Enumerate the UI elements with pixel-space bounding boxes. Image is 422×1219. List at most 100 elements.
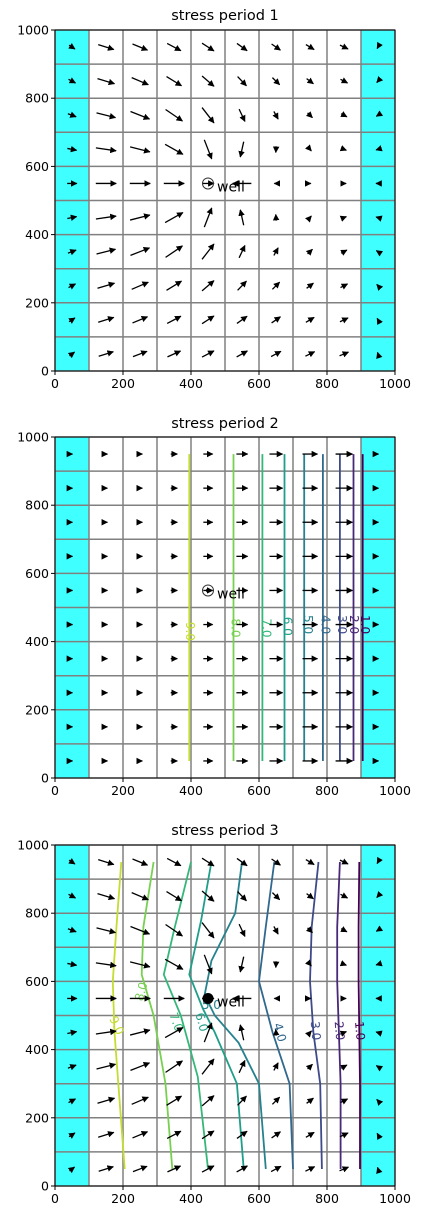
flow-vector [375,250,384,257]
flow-vector [166,280,183,291]
flow-vector [98,1165,114,1172]
flow-vector [237,891,247,902]
y-tick-label: 600 [25,974,49,989]
flow-vector [68,283,77,290]
contour-line [258,861,294,1170]
flow-vector [97,1096,116,1104]
flow-vector [95,213,117,221]
flow-vector [305,1063,313,1071]
flow-vector [129,213,151,221]
flow-vector [376,41,383,50]
flow-vector [164,143,184,155]
x-tick-label: 600 [247,1191,271,1206]
contour-label: 6.0 [280,617,294,636]
x-tick-label: 400 [179,783,203,798]
x-tick-label: 600 [247,376,271,391]
flow-vector [131,281,149,290]
flow-vector [271,316,281,324]
y-tick-label: 1000 [17,838,49,853]
flow-vector [305,111,313,119]
flow-vector [375,215,383,222]
flow-vector [96,247,117,255]
flow-vector [96,927,117,935]
flow-vector [271,43,281,51]
flow-vector [271,892,281,901]
panel-1: stress period 1 well 0 200 400 600 800 1000 0 200… [17,8,411,391]
contour-label: 1.0 [358,615,372,634]
flow-vector [68,1098,77,1105]
flow-vector [167,1165,182,1173]
flow-vector [339,1132,349,1139]
flow-vector [237,280,247,291]
flow-vector [376,283,384,291]
panel-title: stress period 1 [171,8,279,24]
flow-vector [67,1064,77,1071]
flow-vector [306,1097,314,1105]
flow-vector [166,42,182,52]
contour-line [309,861,323,1170]
flow-vector [305,43,315,51]
flow-vector [132,858,149,866]
flow-vector [375,145,383,152]
flow-vector [98,316,115,323]
y-tick-label: 200 [25,1110,49,1125]
flow-vector [67,1029,78,1036]
flow-vector [236,42,248,52]
flow-vector [97,77,116,86]
flow-vector [339,1166,350,1173]
flow-vector [339,858,349,865]
flow-vector [201,350,215,358]
well-label: well [217,179,245,195]
flow-vector [271,858,281,866]
axes-frame [54,844,396,1187]
flow-vector [238,244,246,259]
flow-vector [376,856,383,865]
flow-vector [129,1028,151,1036]
x-tick-label: 800 [315,783,339,798]
flow-vector [132,1130,149,1139]
x-tick-label: 1000 [379,376,411,391]
flow-vector [339,145,347,152]
panel-3: stress period 39.08.07.0 6.05.04.0 3.0 2.0 1… [17,823,411,1206]
contour-label: 3.0 [308,1021,324,1041]
flow-vector [271,1131,281,1139]
flow-vector [165,1060,183,1073]
flow-vector [201,280,215,292]
flow-vector [236,315,248,324]
y-tick-label: 200 [25,295,49,310]
well-marker [202,992,214,1004]
flow-vector [164,211,184,224]
flow-vector [95,961,117,969]
flow-vector [271,281,281,290]
flow-vector [131,1096,149,1105]
flow-vector [98,350,114,357]
flow-vector [305,1166,316,1173]
flow-vector [339,43,349,50]
flow-vector [201,42,215,52]
flow-vector [98,858,115,866]
flow-vector [97,892,116,901]
flow-vector [376,351,383,359]
contour-label: 6.0 [192,1011,210,1033]
contour-label: 8.0 [229,618,243,637]
flow-vector [271,1096,281,1105]
flow-vector [129,961,151,969]
flow-vector [238,141,245,158]
well-marker-dot [206,588,210,593]
flow-vector [203,207,213,228]
flow-vector [132,1165,148,1173]
x-tick-label: 200 [111,783,135,798]
y-tick-label: 800 [25,906,49,921]
flow-vector [376,317,383,326]
flow-vector [236,1165,248,1173]
flow-vector [271,77,281,86]
contour-label: 2.0 [332,1021,348,1041]
x-tick-label: 800 [315,1191,339,1206]
flow-vector [97,281,116,289]
x-tick-label: 400 [179,1191,203,1206]
x-tick-label: 200 [111,376,135,391]
flow-vector [166,75,183,87]
x-tick-label: 200 [111,1191,135,1206]
flow-vector [201,107,215,124]
